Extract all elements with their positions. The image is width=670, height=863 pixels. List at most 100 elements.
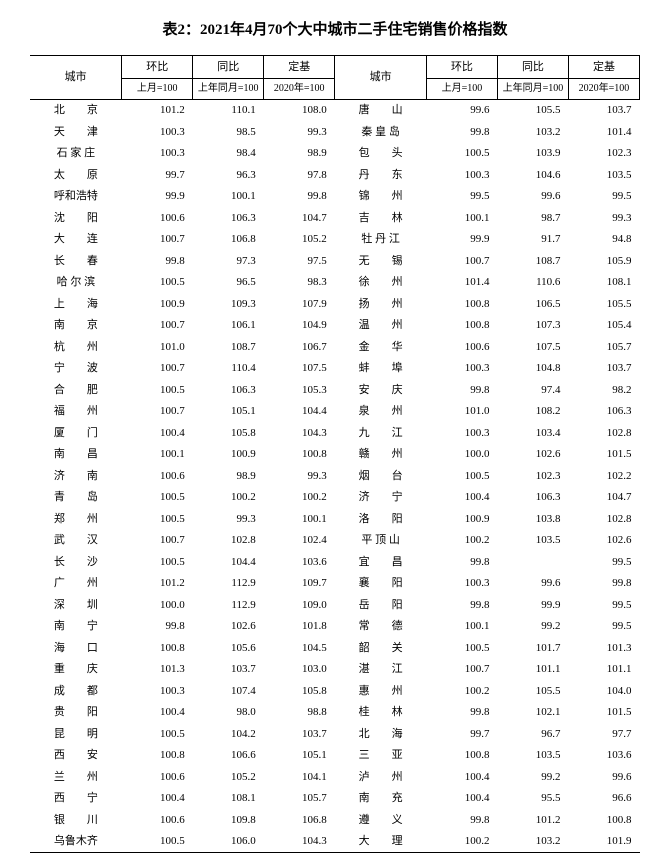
dj-cell: 101.9 bbox=[568, 831, 639, 853]
dj-cell: 108.0 bbox=[264, 99, 335, 121]
city-cell: 遵 义 bbox=[335, 809, 427, 831]
hb-cell: 99.8 bbox=[426, 594, 497, 616]
tb-cell: 103.7 bbox=[193, 659, 264, 681]
dj-cell: 104.3 bbox=[264, 831, 335, 853]
dj-cell: 106.7 bbox=[264, 336, 335, 358]
hb-cell: 100.4 bbox=[426, 788, 497, 810]
city-cell: 常 德 bbox=[335, 616, 427, 638]
tb-cell: 102.6 bbox=[193, 616, 264, 638]
tb-cell: 108.7 bbox=[497, 250, 568, 272]
dj-cell: 99.3 bbox=[264, 465, 335, 487]
hb-cell: 100.2 bbox=[426, 530, 497, 552]
tb-cell: 110.4 bbox=[193, 358, 264, 380]
tb-cell: 98.0 bbox=[193, 702, 264, 724]
table-row: 郑 州100.599.3100.1洛 阳100.9103.8102.8 bbox=[30, 508, 640, 530]
dj-cell: 99.3 bbox=[568, 207, 639, 229]
dj-cell: 104.7 bbox=[568, 487, 639, 509]
city-cell: 包 头 bbox=[335, 143, 427, 165]
tb-cell: 108.7 bbox=[193, 336, 264, 358]
hb-cell: 100.7 bbox=[122, 315, 193, 337]
dj-cell: 104.5 bbox=[264, 637, 335, 659]
tb-cell: 101.7 bbox=[497, 637, 568, 659]
tb-cell: 102.6 bbox=[497, 444, 568, 466]
hb-cell: 101.2 bbox=[122, 99, 193, 121]
hb-cell: 100.3 bbox=[426, 573, 497, 595]
hb-cell: 101.3 bbox=[122, 659, 193, 681]
city-cell: 北 京 bbox=[30, 99, 122, 121]
hb-cell: 99.8 bbox=[426, 702, 497, 724]
dj-cell: 105.8 bbox=[264, 680, 335, 702]
hb-cell: 100.4 bbox=[122, 702, 193, 724]
tb-cell: 106.1 bbox=[193, 315, 264, 337]
tb-cell: 109.8 bbox=[193, 809, 264, 831]
tb-cell: 105.8 bbox=[193, 422, 264, 444]
city-cell: 安 庆 bbox=[335, 379, 427, 401]
tb-cell: 102.1 bbox=[497, 702, 568, 724]
city-cell: 徐 州 bbox=[335, 272, 427, 294]
hb-cell: 99.8 bbox=[122, 616, 193, 638]
hb-cell: 99.9 bbox=[122, 186, 193, 208]
table-row: 南 宁99.8102.6101.8常 德100.199.299.5 bbox=[30, 616, 640, 638]
table-row: 成 都100.3107.4105.8惠 州100.2105.5104.0 bbox=[30, 680, 640, 702]
city-cell: 长 春 bbox=[30, 250, 122, 272]
tb-cell: 106.0 bbox=[193, 831, 264, 853]
tb-cell: 103.5 bbox=[497, 745, 568, 767]
hb-cell: 100.1 bbox=[426, 616, 497, 638]
dj-cell: 101.3 bbox=[568, 637, 639, 659]
table-row: 海 口100.8105.6104.5韶 关100.5101.7101.3 bbox=[30, 637, 640, 659]
hb-cell: 99.6 bbox=[426, 99, 497, 121]
tb-cell: 106.8 bbox=[193, 229, 264, 251]
tb-cell: 107.3 bbox=[497, 315, 568, 337]
hb-cell: 99.8 bbox=[426, 379, 497, 401]
tb-cell: 106.5 bbox=[497, 293, 568, 315]
tb-cell: 98.7 bbox=[497, 207, 568, 229]
city-cell: 郑 州 bbox=[30, 508, 122, 530]
tb-cell: 96.7 bbox=[497, 723, 568, 745]
table-row: 西 宁100.4108.1105.7南 充100.495.596.6 bbox=[30, 788, 640, 810]
hb-cell: 100.5 bbox=[122, 379, 193, 401]
tb-cell: 105.5 bbox=[497, 99, 568, 121]
hb-cell: 100.8 bbox=[122, 745, 193, 767]
tb-cell: 99.2 bbox=[497, 616, 568, 638]
city-cell: 泉 州 bbox=[335, 401, 427, 423]
header-city-right: 城市 bbox=[335, 56, 427, 100]
dj-cell: 102.2 bbox=[568, 465, 639, 487]
city-cell: 平 顶 山 bbox=[335, 530, 427, 552]
dj-cell: 98.8 bbox=[264, 702, 335, 724]
dj-cell: 99.8 bbox=[568, 573, 639, 595]
table-title: 表2：2021年4月70个大中城市二手住宅销售价格指数 bbox=[30, 18, 640, 39]
dj-cell: 99.5 bbox=[568, 616, 639, 638]
table-row: 厦 门100.4105.8104.3九 江100.3103.4102.8 bbox=[30, 422, 640, 444]
table-row: 宁 波100.7110.4107.5蚌 埠100.3104.8103.7 bbox=[30, 358, 640, 380]
tb-cell: 110.6 bbox=[497, 272, 568, 294]
hb-cell: 100.4 bbox=[426, 487, 497, 509]
tb-cell: 112.9 bbox=[193, 594, 264, 616]
hb-cell: 100.3 bbox=[122, 143, 193, 165]
city-cell: 九 江 bbox=[335, 422, 427, 444]
table-body: 北 京101.2110.1108.0唐 山99.6105.5103.7天 津10… bbox=[30, 99, 640, 853]
city-cell: 三 亚 bbox=[335, 745, 427, 767]
dj-cell: 105.2 bbox=[264, 229, 335, 251]
dj-cell: 105.9 bbox=[568, 250, 639, 272]
tb-cell: 101.1 bbox=[497, 659, 568, 681]
dj-cell: 105.1 bbox=[264, 745, 335, 767]
tb-cell: 107.4 bbox=[193, 680, 264, 702]
dj-cell: 104.0 bbox=[568, 680, 639, 702]
city-cell: 沈 阳 bbox=[30, 207, 122, 229]
hb-cell: 100.7 bbox=[426, 250, 497, 272]
city-cell: 呼和浩特 bbox=[30, 186, 122, 208]
dj-cell: 104.4 bbox=[264, 401, 335, 423]
city-cell: 南 京 bbox=[30, 315, 122, 337]
city-cell: 扬 州 bbox=[335, 293, 427, 315]
city-cell: 湛 江 bbox=[335, 659, 427, 681]
hb-cell: 100.9 bbox=[122, 293, 193, 315]
hb-cell: 100.6 bbox=[122, 207, 193, 229]
table-row: 银 川100.6109.8106.8遵 义99.8101.2100.8 bbox=[30, 809, 640, 831]
dj-cell: 100.8 bbox=[264, 444, 335, 466]
tb-cell: 102.3 bbox=[497, 465, 568, 487]
dj-cell: 103.7 bbox=[568, 99, 639, 121]
hb-cell: 100.5 bbox=[122, 272, 193, 294]
dj-cell: 105.5 bbox=[568, 293, 639, 315]
city-cell: 锦 州 bbox=[335, 186, 427, 208]
city-cell: 襄 阳 bbox=[335, 573, 427, 595]
